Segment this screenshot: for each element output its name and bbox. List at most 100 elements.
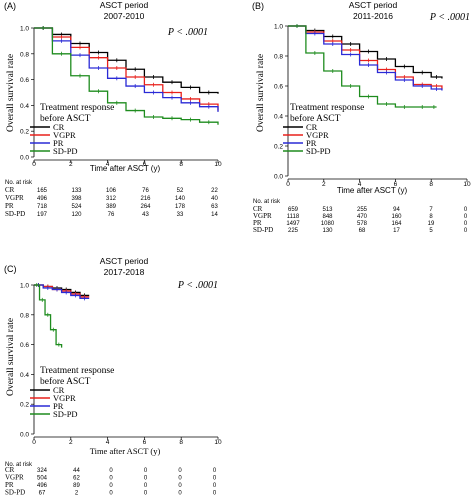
risk-value: 7 xyxy=(429,207,433,213)
panel-title-line: 2007-2010 xyxy=(104,11,145,21)
risk-value: 0 xyxy=(144,483,148,489)
panel-tag: (A) xyxy=(4,1,16,11)
risk-value: 264 xyxy=(140,204,151,210)
y-axis-label: Overall survival rate xyxy=(256,54,266,132)
risk-value: 0 xyxy=(144,476,148,482)
x-tick-label: 2 xyxy=(69,161,73,168)
risk-value: 44 xyxy=(73,468,80,474)
risk-value: 178 xyxy=(175,204,186,210)
risk-row-label: CR xyxy=(5,466,15,474)
legend-title-line: Treatment response xyxy=(40,103,114,113)
x-tick-label: 4 xyxy=(358,181,362,188)
plot-area: 0.0 0.2 0.4 0.6 0.8 1.0 0 2 4 6 8 10 xyxy=(274,24,471,189)
risk-value: 255 xyxy=(357,207,368,213)
x-tick-label: 10 xyxy=(214,439,222,446)
legend-label: SD-PD xyxy=(306,146,331,156)
risk-value: 106 xyxy=(106,188,117,194)
series-line-pr xyxy=(288,25,443,91)
y-tick-label: 0.8 xyxy=(274,54,283,61)
x-axis-label: Time after ASCT (y) xyxy=(337,186,408,195)
series-line-vgpr xyxy=(288,25,443,89)
risk-value: 0 xyxy=(213,483,217,489)
y-tick-label: 0.4 xyxy=(20,372,29,379)
risk-value: 2 xyxy=(75,491,79,496)
risk-value: 0 xyxy=(144,491,148,496)
risk-value: 120 xyxy=(71,212,82,218)
legend-label: VGPR xyxy=(53,130,76,140)
risk-value: 0 xyxy=(213,476,217,482)
panel-tag: (B) xyxy=(252,1,264,11)
series-line-pr xyxy=(34,27,219,112)
risk-value: 225 xyxy=(288,228,299,234)
risk-value: 504 xyxy=(37,476,48,482)
legend-title-line: before ASCT xyxy=(290,113,341,124)
y-tick-label: 0.2 xyxy=(274,144,283,151)
x-tick-label: 4 xyxy=(106,161,110,168)
x-tick-label: 8 xyxy=(429,181,433,188)
legend-title-line: Treatment response xyxy=(40,366,114,376)
panel-title-line: 2011-2016 xyxy=(353,11,393,21)
risk-value: 164 xyxy=(391,221,402,227)
risk-value: 0 xyxy=(109,476,113,482)
risk-row-label: VGPR xyxy=(253,212,272,220)
legend-label: PR xyxy=(53,138,64,148)
risk-value: 848 xyxy=(322,214,333,220)
legend-title-line: before ASCT xyxy=(40,113,91,124)
series-line-sd-pd xyxy=(288,25,437,108)
x-tick-label: 8 xyxy=(179,161,183,168)
y-axis-label: Overall survival rate xyxy=(6,54,16,132)
y-tick-label: 0.0 xyxy=(20,432,29,439)
y-tick-label: 0.0 xyxy=(274,174,283,181)
risk-value: 63 xyxy=(211,204,218,210)
legend-label: PR xyxy=(306,138,317,148)
risk-row-label: SD-PD xyxy=(5,489,25,496)
y-tick-label: 0.4 xyxy=(20,103,29,110)
risk-row-label: VGPR xyxy=(5,194,24,202)
legend-label: CR xyxy=(53,122,65,132)
risk-value: 62 xyxy=(73,476,80,482)
x-tick-label: 10 xyxy=(463,181,471,188)
risk-table: CR 659 513 255 94 7 0 VGPR 1118 848 470 160 8 0 PR 1497… xyxy=(253,205,468,234)
x-tick-label: 0 xyxy=(32,439,36,446)
risk-row-label: SD-PD xyxy=(5,210,25,218)
panel-b: (B) ASCT period 2011-2016 P < .0001 Over… xyxy=(252,0,471,234)
x-tick-label: 6 xyxy=(143,439,147,446)
y-tick-label: 0.6 xyxy=(20,342,29,349)
x-tick-label: 2 xyxy=(69,439,73,446)
risk-value: 33 xyxy=(177,212,184,218)
risk-value: 14 xyxy=(211,212,218,218)
risk-value: 8 xyxy=(429,214,433,220)
risk-value: 43 xyxy=(142,212,149,218)
risk-value: 0 xyxy=(109,491,113,496)
legend-label: VGPR xyxy=(306,130,329,140)
x-tick-label: 8 xyxy=(179,439,183,446)
risk-value: 40 xyxy=(211,196,218,202)
y-tick-label: 0.0 xyxy=(20,155,29,162)
risk-value: 0 xyxy=(464,214,468,220)
risk-row-label: CR xyxy=(253,205,263,213)
y-tick-label: 0.2 xyxy=(20,129,29,136)
risk-value: 324 xyxy=(37,468,48,474)
risk-value: 52 xyxy=(177,188,184,194)
risk-value: 389 xyxy=(106,204,117,210)
risk-row-label: PR xyxy=(5,481,14,489)
legend-label: PR xyxy=(53,401,64,411)
risk-value: 578 xyxy=(357,221,368,227)
risk-value: 398 xyxy=(71,196,82,202)
risk-value: 5 xyxy=(429,228,433,234)
risk-value: 0 xyxy=(178,476,182,482)
risk-title: No. at risk xyxy=(253,199,281,205)
risk-value: 0 xyxy=(464,228,468,234)
risk-value: 19 xyxy=(428,221,435,227)
risk-value: 22 xyxy=(211,188,218,194)
risk-row-label: PR xyxy=(5,202,14,210)
risk-value: 89 xyxy=(73,483,80,489)
risk-value: 0 xyxy=(144,468,148,474)
y-tick-label: 1.0 xyxy=(20,26,29,33)
panel-title-line: ASCT period xyxy=(100,256,149,266)
